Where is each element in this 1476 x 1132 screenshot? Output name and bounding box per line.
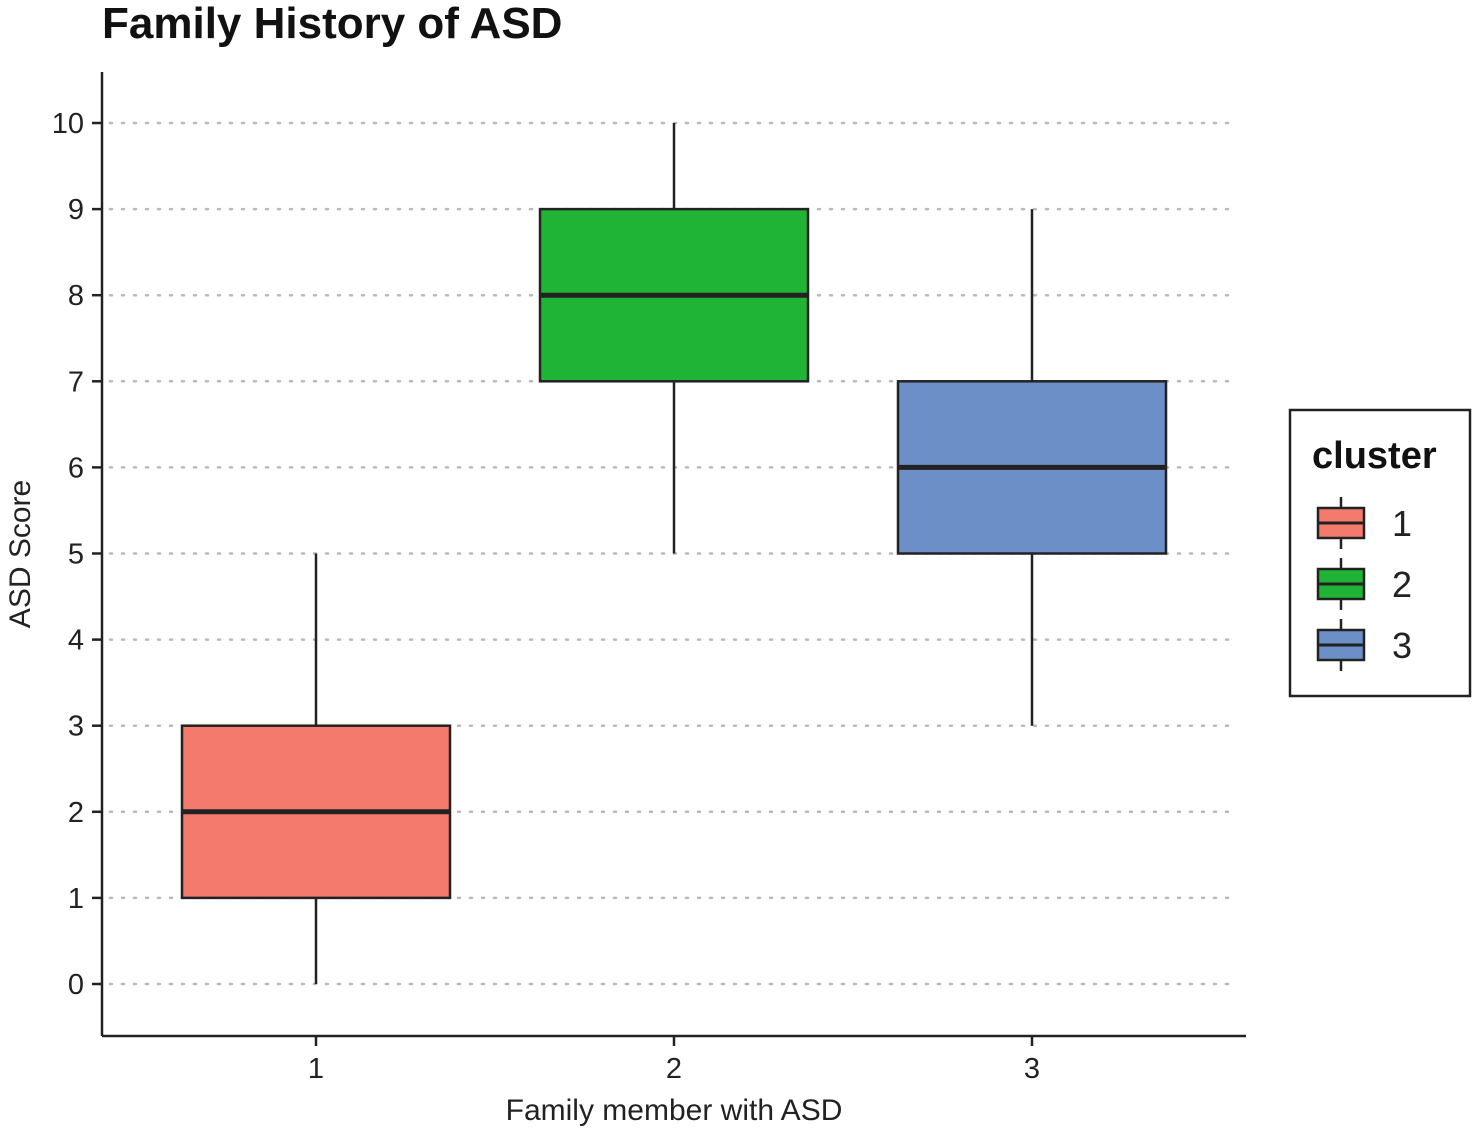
x-axis-title: Family member with ASD xyxy=(506,1094,843,1127)
legend-label: 1 xyxy=(1392,503,1412,544)
y-tick-label: 1 xyxy=(68,883,84,915)
y-tick-label: 6 xyxy=(68,452,84,484)
legend-title: cluster xyxy=(1312,435,1437,477)
y-tick-label: 3 xyxy=(68,711,84,743)
box-cluster-1 xyxy=(180,553,452,984)
y-tick-label: 0 xyxy=(68,969,84,1001)
legend-item-2: 2 xyxy=(1316,558,1412,610)
y-axis-ticks: 0 1 2 3 4 5 6 7 8 9 10 xyxy=(52,108,102,1001)
y-tick-label: 9 xyxy=(68,194,84,226)
x-tick-label: 3 xyxy=(1024,1053,1040,1085)
box-cluster-3 xyxy=(896,209,1168,726)
y-tick-label: 7 xyxy=(68,366,84,398)
x-tick-label: 1 xyxy=(308,1053,324,1085)
x-axis-ticks: 1 2 3 xyxy=(308,1036,1040,1085)
y-tick-label: 8 xyxy=(68,280,84,312)
legend-label: 2 xyxy=(1392,564,1412,605)
y-axis-title: ASD Score xyxy=(4,480,37,628)
box-cluster-2 xyxy=(538,123,810,554)
legend-label: 3 xyxy=(1392,625,1412,666)
legend-items: 1 2 3 xyxy=(1316,497,1412,671)
y-tick-label: 4 xyxy=(68,625,84,657)
y-tick-label: 2 xyxy=(68,797,84,829)
legend: cluster 1 2 3 xyxy=(1288,408,1472,698)
chart-title: Family History of ASD xyxy=(102,0,562,48)
y-tick-label: 10 xyxy=(52,108,84,140)
legend-item-3: 3 xyxy=(1316,619,1412,671)
y-tick-label: 5 xyxy=(68,539,84,571)
x-tick-label: 2 xyxy=(666,1053,682,1085)
boxes xyxy=(180,123,1168,984)
legend-item-1: 1 xyxy=(1316,497,1412,549)
legend-frame xyxy=(1288,408,1472,698)
